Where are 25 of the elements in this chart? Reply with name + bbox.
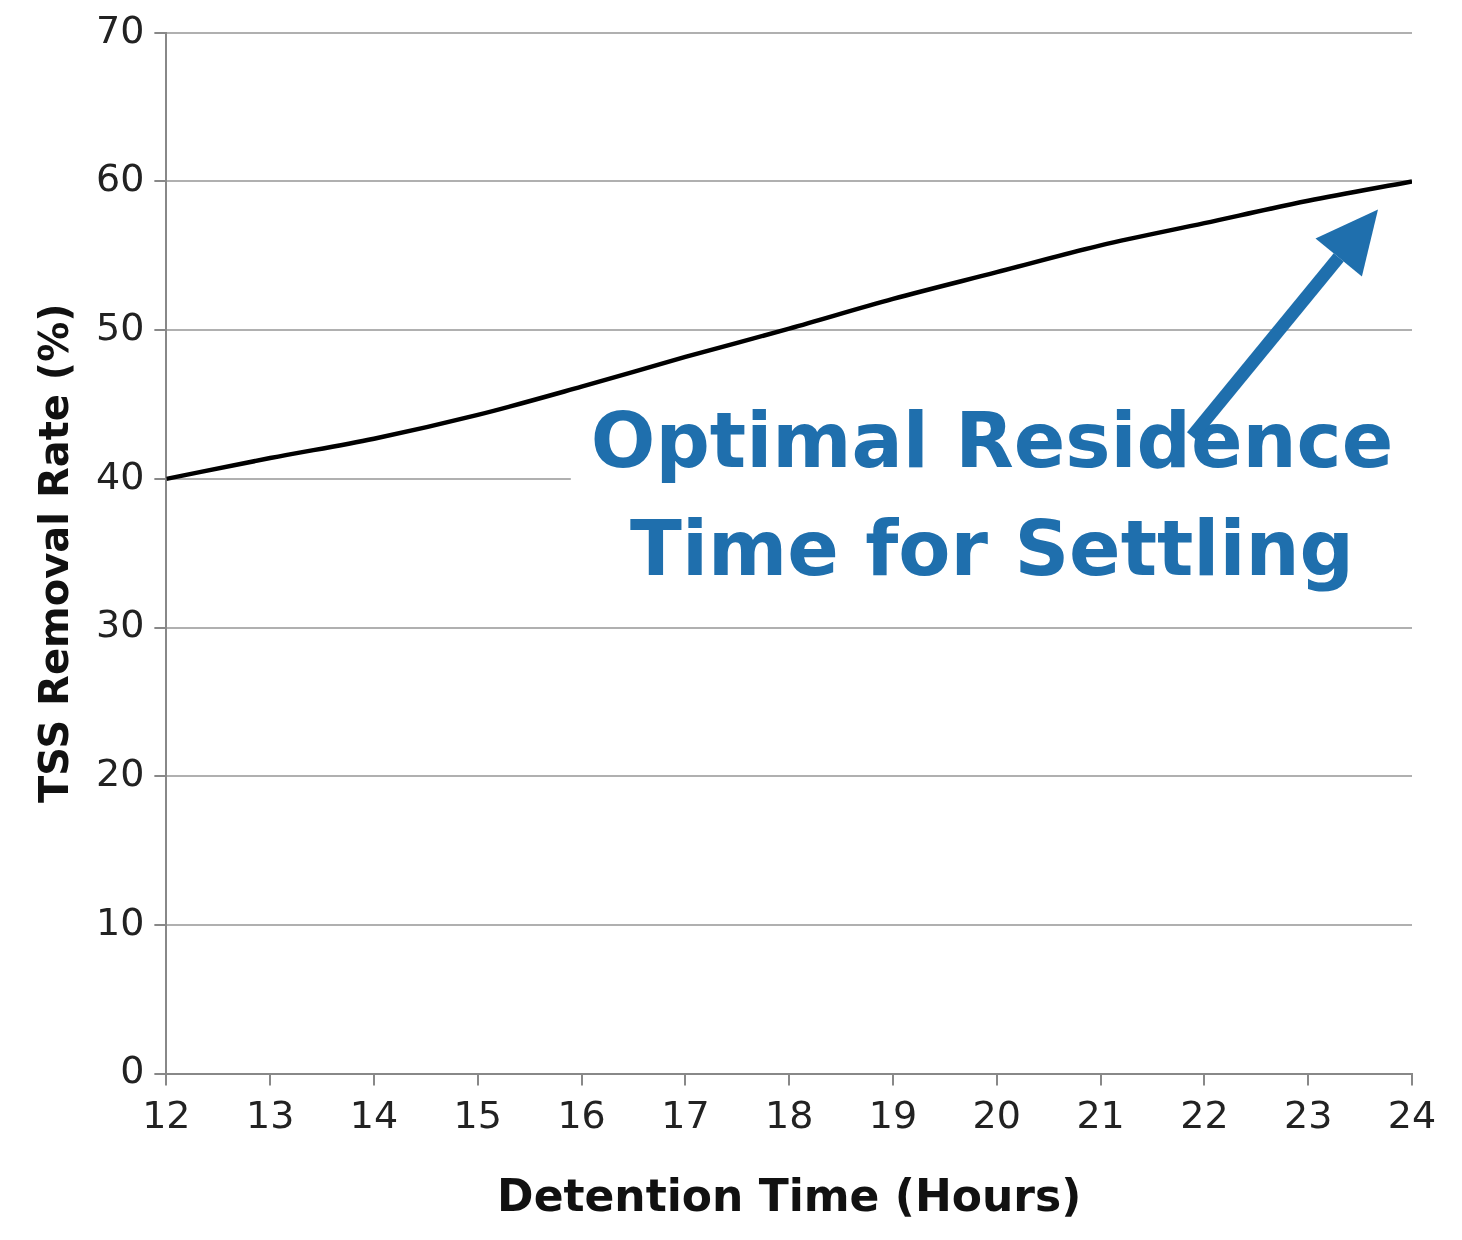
line-series bbox=[166, 179, 1412, 482]
y-tick-label: 10 bbox=[95, 899, 145, 944]
y-tick-label: 60 bbox=[95, 156, 145, 201]
x-tick-label: 20 bbox=[972, 1093, 1021, 1138]
y-tick-label: 0 bbox=[120, 1048, 145, 1093]
y-tick-label: 40 bbox=[95, 453, 145, 498]
y-tick-label: 30 bbox=[95, 602, 145, 647]
y-axis-title: TSS Removal Rate (%) bbox=[31, 303, 78, 803]
x-tick-label: 22 bbox=[1180, 1093, 1229, 1138]
x-tick-label: 16 bbox=[557, 1093, 606, 1138]
y-tick-label: 50 bbox=[95, 305, 145, 350]
x-tick-label: 12 bbox=[142, 1093, 191, 1138]
x-tick-label: 13 bbox=[245, 1093, 295, 1138]
x-tick-label: 18 bbox=[765, 1093, 814, 1138]
x-tick-label: 15 bbox=[453, 1093, 502, 1138]
annotation: Optimal Residence Time for Settling bbox=[590, 396, 1394, 594]
x-axis-title: Detention Time (Hours) bbox=[497, 1170, 1082, 1222]
x-tick-label: 17 bbox=[661, 1093, 710, 1138]
x-tick-label: 24 bbox=[1387, 1093, 1437, 1138]
x-tick-label: 23 bbox=[1284, 1093, 1333, 1138]
y-tick-label: 20 bbox=[95, 751, 145, 796]
x-tick-label: 14 bbox=[349, 1093, 399, 1138]
y-tick-label: 70 bbox=[95, 7, 145, 52]
x-tick-label: 21 bbox=[1076, 1093, 1125, 1138]
x-tick-label: 19 bbox=[868, 1093, 918, 1138]
